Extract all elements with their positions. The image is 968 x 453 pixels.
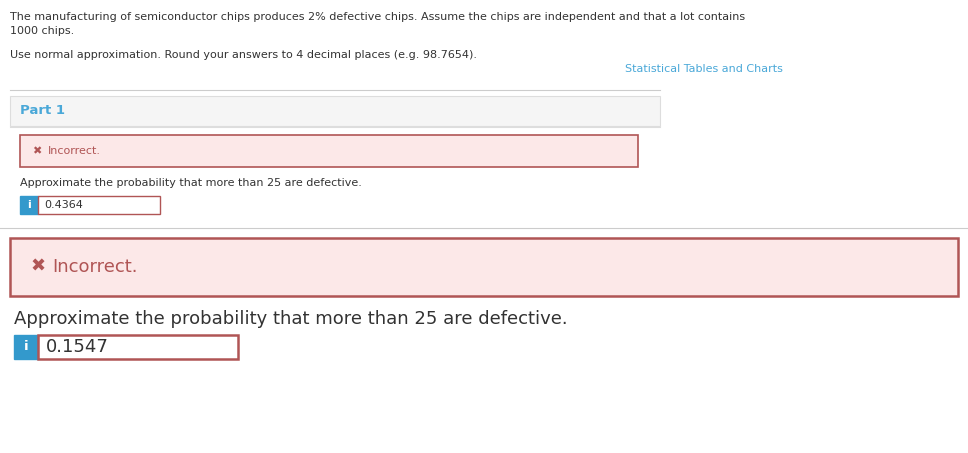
FancyBboxPatch shape: [10, 96, 660, 126]
Text: 0.1547: 0.1547: [46, 338, 108, 356]
Text: Approximate the probability that more than 25 are defective.: Approximate the probability that more th…: [14, 310, 567, 328]
FancyBboxPatch shape: [20, 196, 38, 214]
FancyBboxPatch shape: [10, 238, 958, 296]
FancyBboxPatch shape: [38, 335, 238, 359]
Text: ✖: ✖: [32, 146, 42, 156]
Text: Approximate the probability that more than 25 are defective.: Approximate the probability that more th…: [20, 178, 362, 188]
Text: Use normal approximation. Round your answers to 4 decimal places (e.g. 98.7654).: Use normal approximation. Round your ans…: [10, 50, 477, 60]
Text: i: i: [27, 200, 31, 210]
Text: ✖: ✖: [30, 258, 45, 276]
Text: i: i: [23, 341, 28, 353]
Text: The manufacturing of semiconductor chips produces 2% defective chips. Assume the: The manufacturing of semiconductor chips…: [10, 12, 745, 22]
FancyBboxPatch shape: [14, 335, 38, 359]
FancyBboxPatch shape: [38, 196, 160, 214]
Text: Incorrect.: Incorrect.: [48, 146, 101, 156]
FancyBboxPatch shape: [20, 135, 638, 167]
Text: Part 1: Part 1: [20, 105, 65, 117]
Text: Statistical Tables and Charts: Statistical Tables and Charts: [625, 64, 783, 74]
Text: Incorrect.: Incorrect.: [52, 258, 137, 276]
Text: 1000 chips.: 1000 chips.: [10, 26, 75, 36]
Text: 0.4364: 0.4364: [44, 200, 83, 210]
